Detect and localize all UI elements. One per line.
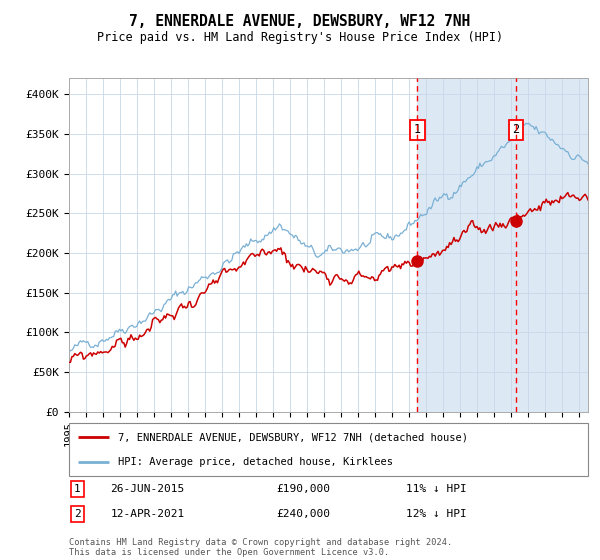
- Text: £240,000: £240,000: [277, 509, 331, 519]
- Text: 1: 1: [74, 484, 81, 494]
- Text: Price paid vs. HM Land Registry's House Price Index (HPI): Price paid vs. HM Land Registry's House …: [97, 31, 503, 44]
- Bar: [418, 78, 600, 412]
- Text: 26-JUN-2015: 26-JUN-2015: [110, 484, 185, 494]
- Text: 1: 1: [414, 123, 421, 137]
- Text: 12-APR-2021: 12-APR-2021: [110, 509, 185, 519]
- Text: 2: 2: [74, 509, 81, 519]
- Text: 12% ↓ HPI: 12% ↓ HPI: [406, 509, 467, 519]
- Text: HPI: Average price, detached house, Kirklees: HPI: Average price, detached house, Kirk…: [118, 456, 394, 466]
- Text: Contains HM Land Registry data © Crown copyright and database right 2024.
This d: Contains HM Land Registry data © Crown c…: [69, 538, 452, 557]
- Text: 11% ↓ HPI: 11% ↓ HPI: [406, 484, 467, 494]
- Text: £190,000: £190,000: [277, 484, 331, 494]
- Text: 2: 2: [512, 123, 520, 137]
- Text: 7, ENNERDALE AVENUE, DEWSBURY, WF12 7NH: 7, ENNERDALE AVENUE, DEWSBURY, WF12 7NH: [130, 14, 470, 29]
- Text: 7, ENNERDALE AVENUE, DEWSBURY, WF12 7NH (detached house): 7, ENNERDALE AVENUE, DEWSBURY, WF12 7NH …: [118, 432, 469, 442]
